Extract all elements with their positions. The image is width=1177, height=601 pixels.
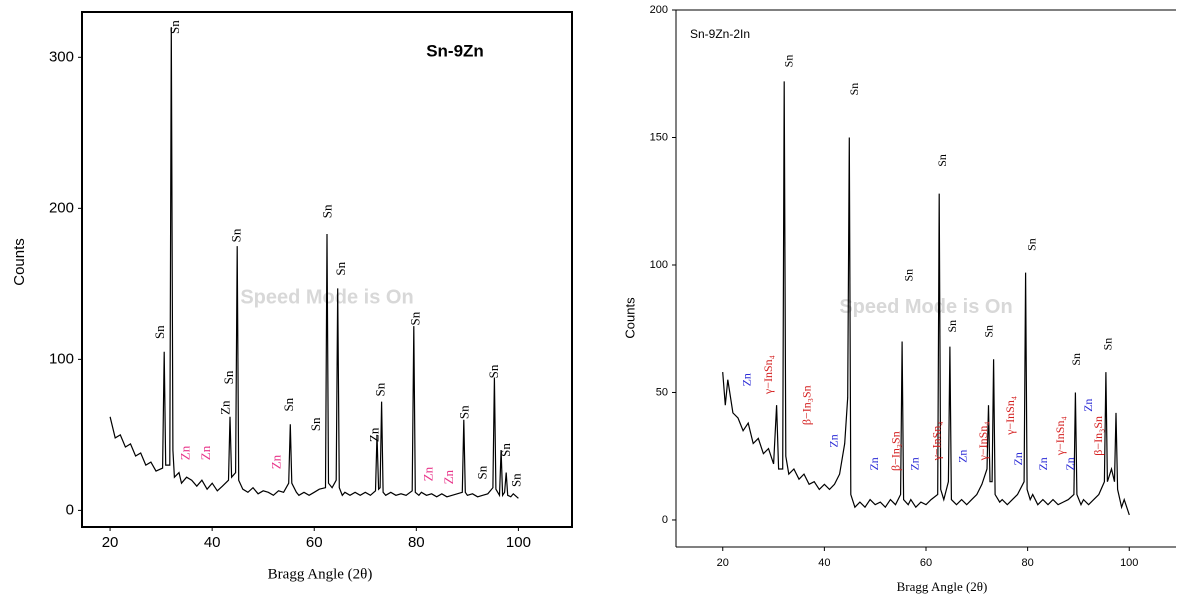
peak-label: Zn — [178, 445, 193, 460]
x-tick-label: 80 — [1022, 557, 1034, 569]
peak-label: Sn — [333, 261, 348, 275]
y-axis-label: Counts — [622, 297, 637, 339]
peak-label: Zn — [1011, 452, 1025, 465]
peak-label: Sn — [373, 382, 388, 396]
y-tick-label: 100 — [650, 259, 668, 271]
chart-title: Sn-9Zn-2In — [690, 27, 750, 41]
x-tick-label: 20 — [717, 557, 729, 569]
peak-label: Zn — [441, 469, 456, 484]
peak-label: Sn — [320, 204, 335, 218]
peak-label: Zn — [217, 400, 232, 415]
x-axis-label: Bragg Angle (2θ) — [897, 579, 988, 594]
y-axis-label: Counts — [11, 238, 28, 286]
peak-label: Sn — [1069, 353, 1083, 366]
peak-label: Sn — [1024, 238, 1038, 251]
peak-label: Sn — [981, 325, 995, 338]
peak-label: Sn — [486, 364, 501, 378]
y-tick-label: 0 — [662, 514, 668, 526]
peak-label: γ−InSn₄ — [929, 421, 943, 461]
y-tick-label: 100 — [49, 350, 74, 367]
peak-label: Sn — [1101, 338, 1115, 351]
peak-label: Sn — [475, 465, 490, 479]
peak-label: Sn — [229, 228, 244, 242]
peak-label: γ−InSn₄ — [761, 355, 775, 395]
peak-label: γ−InSn₄ — [1053, 416, 1067, 456]
peak-label: β−In₃Sn — [1091, 416, 1105, 456]
peak-label: Sn — [847, 83, 861, 96]
peak-label: Zn — [826, 434, 840, 447]
watermark: Speed Mode is On — [839, 296, 1012, 318]
peak-label: γ−InSn₄ — [1003, 396, 1017, 436]
peak-label: Sn — [782, 55, 796, 68]
x-axis-label: Bragg Angle (2θ) — [268, 566, 373, 582]
x-tick-label: 40 — [204, 534, 221, 551]
data-line — [109, 27, 519, 499]
x-tick-label: 60 — [920, 557, 932, 569]
peak-label: Zn — [739, 373, 753, 386]
peak-label: Zn — [1063, 457, 1077, 470]
y-tick-label: 300 — [49, 48, 74, 65]
peak-label: Sn — [456, 405, 471, 419]
peak-label: Zn — [268, 454, 283, 469]
chart-title: Sn-9Zn — [426, 41, 484, 60]
x-tick-label: 80 — [408, 534, 425, 551]
peak-label: Zn — [1036, 457, 1050, 470]
peak-label: Zn — [955, 450, 969, 463]
peak-label: Zn — [867, 457, 881, 470]
peak-label: Zn — [198, 445, 213, 460]
peak-label: β−In₃Sn — [799, 385, 813, 425]
peak-label: Sn — [407, 311, 422, 325]
peak-label: Sn — [901, 269, 915, 282]
peak-label: Zn — [366, 427, 381, 442]
x-tick-label: 20 — [102, 534, 119, 551]
peak-label: Sn — [221, 370, 236, 384]
peak-label: β−In₃Sn — [888, 431, 902, 471]
x-tick-label: 100 — [506, 534, 531, 551]
peak-label: Sn — [167, 20, 182, 34]
peak-label: Sn — [152, 325, 167, 339]
data-line — [722, 81, 1130, 516]
y-tick-label: 150 — [650, 131, 668, 143]
peak-label: Sn — [945, 320, 959, 333]
peak-label: γ−InSn₄ — [976, 421, 990, 461]
plot-frame — [81, 11, 573, 528]
peak-label: Sn — [935, 154, 949, 167]
peak-label: Zn — [908, 457, 922, 470]
x-tick-label: 100 — [1120, 557, 1138, 569]
peak-label: Sn — [498, 443, 513, 457]
y-tick-label: 200 — [650, 4, 668, 16]
peak-label: Sn — [308, 417, 323, 431]
peak-label: Zn — [1081, 399, 1095, 412]
x-tick-label: 60 — [306, 534, 323, 551]
x-tick-label: 40 — [818, 557, 830, 569]
y-tick-label: 0 — [66, 501, 74, 518]
y-tick-label: 50 — [656, 386, 668, 398]
peak-label: Zn — [421, 466, 436, 481]
y-tick-label: 200 — [49, 199, 74, 216]
peak-label: Sn — [281, 397, 296, 411]
peak-label: Sn — [508, 473, 523, 487]
